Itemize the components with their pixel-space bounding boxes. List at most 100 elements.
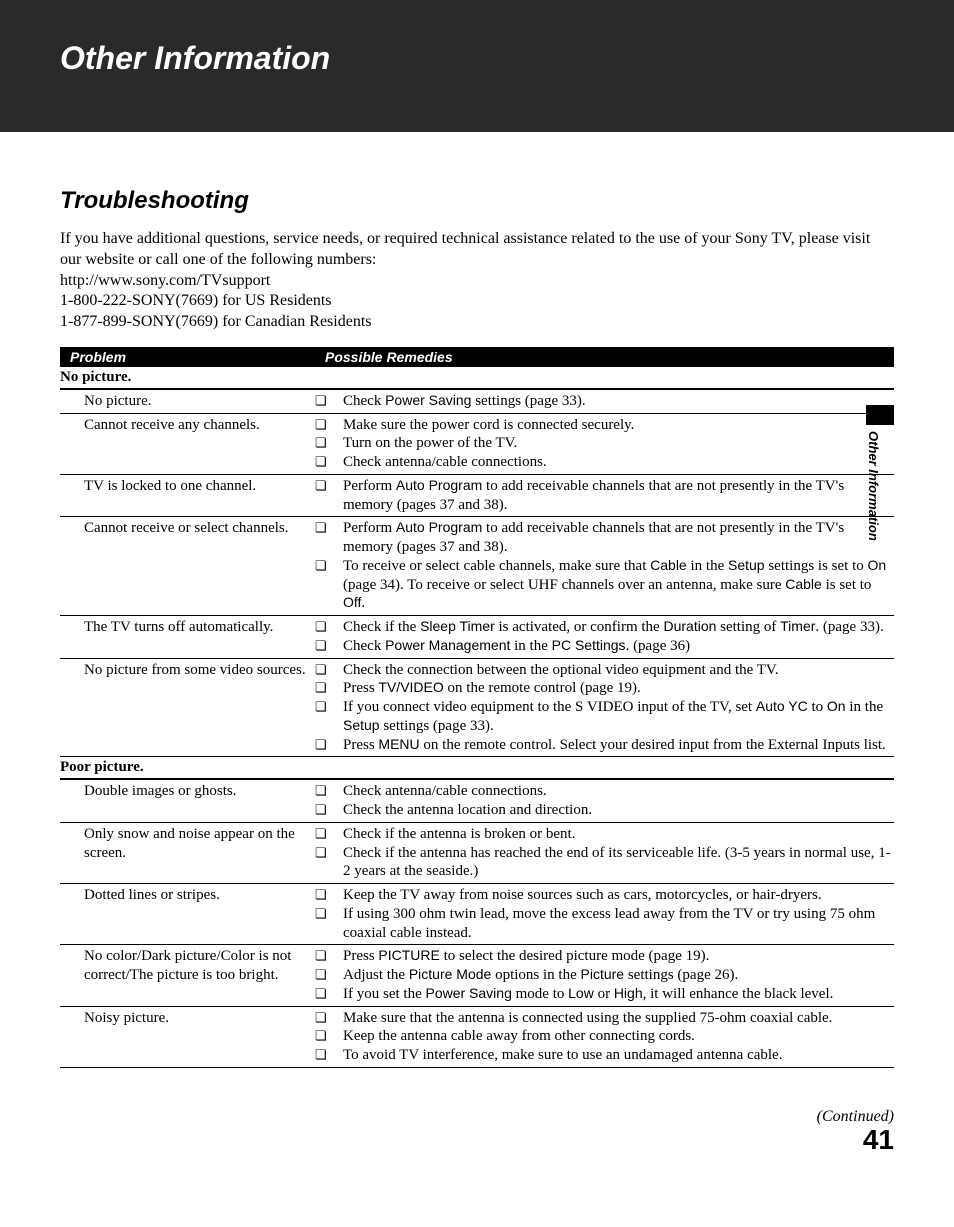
remedies: ❏Check Power Saving settings (page 33). bbox=[315, 392, 894, 411]
problem-text: No picture. bbox=[60, 392, 315, 411]
checkbox-icon: ❏ bbox=[315, 619, 343, 635]
checkbox-icon: ❏ bbox=[315, 948, 343, 964]
intro-line: If you have additional questions, servic… bbox=[60, 229, 894, 271]
category-poor-picture: Poor picture. bbox=[60, 757, 894, 780]
category-no-picture: No picture. bbox=[60, 367, 894, 390]
remedies: ❏Perform Auto Program to add receivable … bbox=[315, 477, 894, 515]
checkbox-icon: ❏ bbox=[315, 967, 343, 983]
remedies: ❏Check antenna/cable connections. ❏Check… bbox=[315, 782, 894, 820]
table-row: TV is locked to one channel. ❏Perform Au… bbox=[60, 475, 894, 518]
remedy-text: Perform Auto Program to add receivable c… bbox=[343, 519, 894, 557]
remedy-text: Check if the antenna has reached the end… bbox=[343, 844, 894, 882]
problem-text: No color/Dark picture/Color is not corre… bbox=[60, 947, 315, 1003]
intro-phone-us: 1-800-222-SONY(7669) for US Residents bbox=[60, 291, 894, 312]
checkbox-icon: ❏ bbox=[315, 454, 343, 470]
side-tab-marker bbox=[866, 405, 894, 425]
intro-text: If you have additional questions, servic… bbox=[60, 229, 894, 333]
remedy-text: Turn on the power of the TV. bbox=[343, 434, 894, 453]
table-row: Double images or ghosts. ❏Check antenna/… bbox=[60, 780, 894, 823]
problem-text: Only snow and noise appear on the screen… bbox=[60, 825, 315, 881]
page-number: 41 bbox=[60, 1126, 894, 1154]
remedy-text: Check if the antenna is broken or bent. bbox=[343, 825, 894, 844]
checkbox-icon: ❏ bbox=[315, 435, 343, 451]
remedy-text: To receive or select cable channels, mak… bbox=[343, 557, 894, 613]
table-row: The TV turns off automatically. ❏Check i… bbox=[60, 616, 894, 659]
problem-text: Dotted lines or stripes. bbox=[60, 886, 315, 942]
checkbox-icon: ❏ bbox=[315, 887, 343, 903]
checkbox-icon: ❏ bbox=[315, 638, 343, 654]
checkbox-icon: ❏ bbox=[315, 1028, 343, 1044]
checkbox-icon: ❏ bbox=[315, 680, 343, 696]
remedy-text: Press TV/VIDEO on the remote control (pa… bbox=[343, 679, 894, 698]
checkbox-icon: ❏ bbox=[315, 558, 343, 574]
problem-text: Double images or ghosts. bbox=[60, 782, 315, 820]
section-title: Troubleshooting bbox=[60, 187, 894, 215]
table-row: Noisy picture. ❏Make sure that the anten… bbox=[60, 1007, 894, 1068]
table-row: No color/Dark picture/Color is not corre… bbox=[60, 945, 894, 1006]
remedy-text: If you set the Power Saving mode to Low … bbox=[343, 985, 894, 1004]
remedy-text: Press MENU on the remote control. Select… bbox=[343, 736, 894, 755]
checkbox-icon: ❏ bbox=[315, 783, 343, 799]
remedy-text: Check the connection between the optiona… bbox=[343, 661, 894, 680]
table-row: Dotted lines or stripes. ❏Keep the TV aw… bbox=[60, 884, 894, 945]
table-header: Problem Possible Remedies bbox=[60, 347, 894, 367]
remedy-text: Check Power Saving settings (page 33). bbox=[343, 392, 894, 411]
problem-text: Noisy picture. bbox=[60, 1009, 315, 1065]
checkbox-icon: ❏ bbox=[315, 986, 343, 1002]
checkbox-icon: ❏ bbox=[315, 1047, 343, 1063]
checkbox-icon: ❏ bbox=[315, 826, 343, 842]
side-tab: Other Information bbox=[866, 405, 894, 541]
problem-text: Cannot receive or select channels. bbox=[60, 519, 315, 613]
remedies: ❏Press PICTURE to select the desired pic… bbox=[315, 947, 894, 1003]
remedy-text: If you connect video equipment to the S … bbox=[343, 698, 894, 736]
remedy-text: Check Power Management in the PC Setting… bbox=[343, 637, 894, 656]
table-row: No picture. ❏Check Power Saving settings… bbox=[60, 390, 894, 414]
remedy-text: Check antenna/cable connections. bbox=[343, 453, 894, 472]
checkbox-icon: ❏ bbox=[315, 737, 343, 753]
table-row: Cannot receive or select channels. ❏Perf… bbox=[60, 517, 894, 616]
problem-text: TV is locked to one channel. bbox=[60, 477, 315, 515]
problem-text: Cannot receive any channels. bbox=[60, 416, 315, 472]
checkbox-icon: ❏ bbox=[315, 1010, 343, 1026]
checkbox-icon: ❏ bbox=[315, 417, 343, 433]
remedy-text: If using 300 ohm twin lead, move the exc… bbox=[343, 905, 894, 943]
intro-phone-ca: 1-877-899-SONY(7669) for Canadian Reside… bbox=[60, 312, 894, 333]
page-footer: (Continued) 41 bbox=[60, 1108, 894, 1154]
th-remedies: Possible Remedies bbox=[325, 349, 884, 365]
remedies: ❏Check if the antenna is broken or bent.… bbox=[315, 825, 894, 881]
chapter-title: Other Information bbox=[60, 40, 894, 77]
remedy-text: Check the antenna location and direction… bbox=[343, 801, 894, 820]
remedy-text: To avoid TV interference, make sure to u… bbox=[343, 1046, 894, 1065]
remedy-text: Perform Auto Program to add receivable c… bbox=[343, 477, 894, 515]
remedy-text: Check antenna/cable connections. bbox=[343, 782, 894, 801]
remedy-text: Make sure the power cord is connected se… bbox=[343, 416, 894, 435]
continued-label: (Continued) bbox=[60, 1108, 894, 1126]
remedies: ❏Check the connection between the option… bbox=[315, 661, 894, 755]
remedies: ❏Make sure the power cord is connected s… bbox=[315, 416, 894, 472]
intro-url: http://www.sony.com/TVsupport bbox=[60, 271, 894, 292]
remedy-text: Keep the antenna cable away from other c… bbox=[343, 1027, 894, 1046]
remedies: ❏Perform Auto Program to add receivable … bbox=[315, 519, 894, 613]
checkbox-icon: ❏ bbox=[315, 478, 343, 494]
remedy-text: Adjust the Picture Mode options in the P… bbox=[343, 966, 894, 985]
remedies: ❏Make sure that the antenna is connected… bbox=[315, 1009, 894, 1065]
table-row: No picture from some video sources. ❏Che… bbox=[60, 659, 894, 758]
checkbox-icon: ❏ bbox=[315, 520, 343, 536]
checkbox-icon: ❏ bbox=[315, 802, 343, 818]
remedies: ❏Check if the Sleep Timer is activated, … bbox=[315, 618, 894, 656]
side-tab-label: Other Information bbox=[866, 425, 887, 541]
table-row: Cannot receive any channels. ❏Make sure … bbox=[60, 414, 894, 475]
remedy-text: Press PICTURE to select the desired pict… bbox=[343, 947, 894, 966]
checkbox-icon: ❏ bbox=[315, 845, 343, 861]
checkbox-icon: ❏ bbox=[315, 393, 343, 409]
remedies: ❏Keep the TV away from noise sources suc… bbox=[315, 886, 894, 942]
th-problem: Problem bbox=[70, 349, 325, 365]
problem-text: The TV turns off automatically. bbox=[60, 618, 315, 656]
remedy-text: Make sure that the antenna is connected … bbox=[343, 1009, 894, 1028]
remedy-text: Check if the Sleep Timer is activated, o… bbox=[343, 618, 894, 637]
checkbox-icon: ❏ bbox=[315, 662, 343, 678]
remedy-text: Keep the TV away from noise sources such… bbox=[343, 886, 894, 905]
problem-text: No picture from some video sources. bbox=[60, 661, 315, 755]
checkbox-icon: ❏ bbox=[315, 699, 343, 715]
table-row: Only snow and noise appear on the screen… bbox=[60, 823, 894, 884]
